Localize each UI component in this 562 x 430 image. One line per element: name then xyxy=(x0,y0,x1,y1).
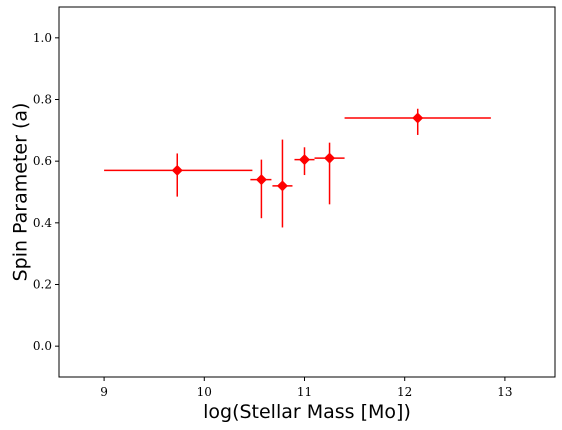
y-axis-label: Spin Parameter (a) xyxy=(10,103,32,282)
x-tick-label: 12 xyxy=(397,385,412,399)
data-point-6 xyxy=(344,108,491,135)
data-point-5 xyxy=(314,142,345,205)
x-tick-label: 11 xyxy=(297,385,312,399)
plot-frame xyxy=(58,6,556,378)
diamond-marker xyxy=(324,152,336,164)
diamond-marker xyxy=(255,174,267,186)
y-tick-label: 0.2 xyxy=(33,278,52,292)
data-point-1 xyxy=(104,153,253,197)
y-tick-label: 0.8 xyxy=(33,93,52,107)
y-tick-label: 0.6 xyxy=(33,154,52,168)
x-axis-label: log(Stellar Mass [Mo]) xyxy=(203,401,411,423)
diamond-marker xyxy=(412,112,424,124)
diamond-marker xyxy=(171,164,183,176)
diamond-marker xyxy=(298,154,310,166)
data-point-2 xyxy=(250,159,272,219)
data-point-3 xyxy=(272,139,293,228)
x-tick-label: 13 xyxy=(497,385,512,399)
x-tick-label: 10 xyxy=(197,385,212,399)
data-layer xyxy=(104,108,491,228)
y-tick-label: 0.4 xyxy=(33,216,52,230)
diamond-marker xyxy=(276,180,288,192)
y-tick-label: 0.0 xyxy=(33,339,52,353)
tick-labels-layer: 9 10 11 12 13 0.0 0.2 0.4 0.6 0.8 1.0 xyxy=(33,31,513,399)
x-tick-label: 9 xyxy=(100,385,108,399)
y-tick-label: 1.0 xyxy=(33,31,52,45)
ticks-layer xyxy=(55,37,506,381)
data-point-4 xyxy=(294,147,315,176)
